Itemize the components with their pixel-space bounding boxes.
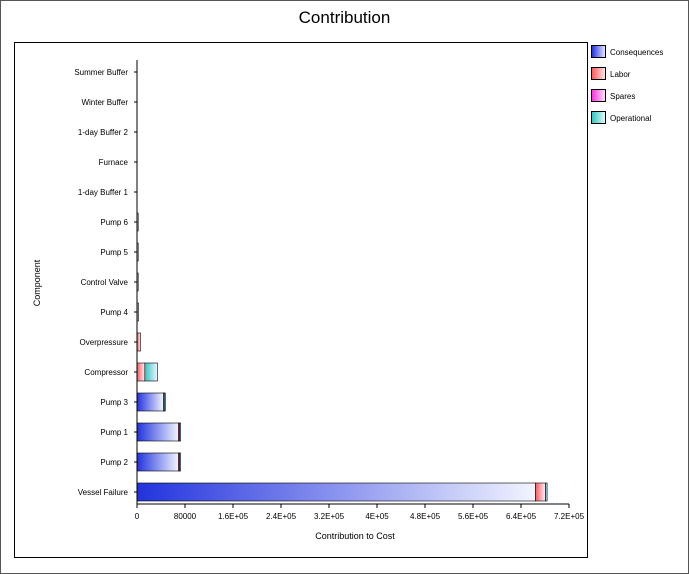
bar-vessel-failure-consequences bbox=[136, 482, 536, 502]
bar-pump-2-operational bbox=[179, 452, 181, 472]
y-axis-label: Component bbox=[32, 259, 42, 307]
y-tick-label-pump-3: Pump 3 bbox=[100, 398, 128, 407]
legend-label-operational: Operational bbox=[610, 114, 652, 123]
bar-pump-3-operational bbox=[164, 392, 166, 412]
x-tick-label-3-2e-05: 3.2E+05 bbox=[314, 512, 345, 521]
y-tick-label-overpressure: Overpressure bbox=[80, 338, 129, 347]
y-tick-label-1-day-buffer-2: 1-day Buffer 2 bbox=[78, 128, 129, 137]
bar-vessel-failure-operational bbox=[545, 482, 548, 502]
bar-overpressure-labor bbox=[136, 332, 141, 352]
y-tick-label-control-valve: Control Valve bbox=[81, 278, 129, 287]
bar-pump-1-operational bbox=[179, 422, 181, 442]
y-tick-label-pump-4: Pump 4 bbox=[100, 308, 128, 317]
y-tick-label-compressor: Compressor bbox=[84, 368, 128, 377]
legend-swatch-labor bbox=[591, 67, 606, 80]
y-tick-label-pump-6: Pump 6 bbox=[100, 218, 128, 227]
x-tick-label-5-6e-05: 5.6E+05 bbox=[458, 512, 489, 521]
y-tick-label-vessel-failure: Vessel Failure bbox=[78, 488, 129, 497]
legend-label-consequences: Consequences bbox=[610, 48, 664, 57]
y-tick-label-pump-5: Pump 5 bbox=[100, 248, 128, 257]
bar-compressor-operational bbox=[144, 362, 158, 382]
legend-swatch-operational bbox=[591, 111, 606, 124]
bar-compressor-labor bbox=[136, 362, 146, 382]
legend-swatch-spares bbox=[591, 89, 606, 102]
x-axis-label: Contribution to Cost bbox=[315, 531, 395, 541]
x-tick-label-7-2e-05: 7.2E+05 bbox=[554, 512, 585, 521]
y-tick-label-pump-2: Pump 2 bbox=[100, 458, 128, 467]
y-tick-label-winter-buffer: Winter Buffer bbox=[81, 98, 128, 107]
legend-label-spares: Spares bbox=[610, 92, 636, 101]
bar-pump-1-consequences bbox=[136, 422, 179, 442]
x-tick-label-1-6e-05: 1.6E+05 bbox=[218, 512, 249, 521]
y-tick-label-1-day-buffer-1: 1-day Buffer 1 bbox=[78, 188, 129, 197]
x-tick-label-80000: 80000 bbox=[174, 512, 197, 521]
y-tick-label-summer-buffer: Summer Buffer bbox=[74, 68, 128, 77]
plot-area bbox=[14, 42, 588, 558]
bar-vessel-failure-labor bbox=[535, 482, 546, 502]
y-tick-label-furnace: Furnace bbox=[99, 158, 129, 167]
x-tick-label-6-4e-05: 6.4E+05 bbox=[506, 512, 537, 521]
legend-label-labor: Labor bbox=[610, 70, 631, 79]
x-tick-label-4e-05: 4E+05 bbox=[365, 512, 389, 521]
y-tick-label-pump-1: Pump 1 bbox=[100, 428, 128, 437]
legend-item-consequences[interactable]: Consequences bbox=[591, 45, 687, 67]
legend-item-spares[interactable]: Spares bbox=[591, 89, 687, 111]
legend-swatch-consequences bbox=[591, 45, 606, 58]
x-tick-label-2-4e-05: 2.4E+05 bbox=[266, 512, 297, 521]
legend-item-operational[interactable]: Operational bbox=[591, 111, 687, 133]
chart-title: Contribution bbox=[298, 8, 391, 27]
bar-pump-2-consequences bbox=[136, 452, 179, 472]
bar-pump-3-consequences bbox=[136, 392, 164, 412]
legend-item-labor[interactable]: Labor bbox=[591, 67, 687, 89]
x-tick-label-0: 0 bbox=[135, 512, 140, 521]
legend: Consequences Labor Spares Operational bbox=[591, 45, 687, 133]
x-tick-label-4-8e-05: 4.8E+05 bbox=[410, 512, 441, 521]
